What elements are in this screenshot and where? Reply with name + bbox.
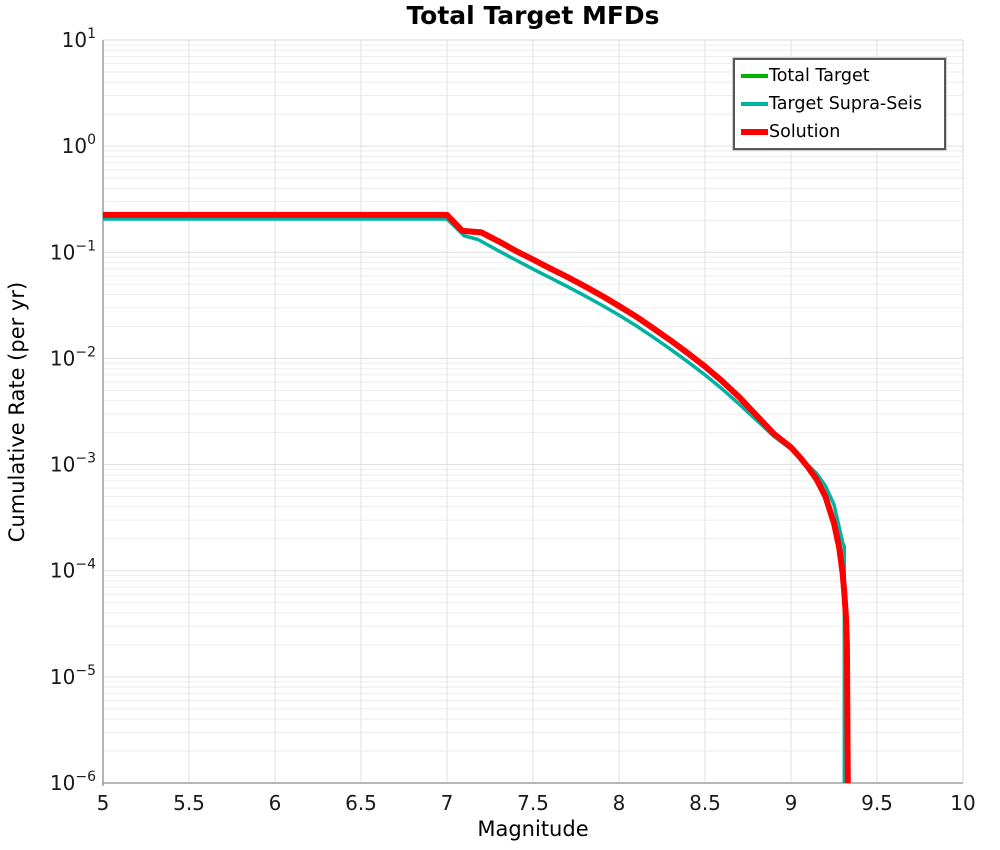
x-tick-label: 5 xyxy=(97,791,110,815)
series-line-target-supra-seis xyxy=(103,217,847,783)
y-axis-label: Cumulative Rate (per yr) xyxy=(5,282,29,542)
series-lines xyxy=(103,211,851,784)
y-tick-label: 10−1 xyxy=(50,238,96,264)
grid-major-lines xyxy=(102,39,964,784)
x-tick-label: 10 xyxy=(950,791,975,815)
x-axis-label: Magnitude xyxy=(477,817,588,841)
x-tick-label: 7 xyxy=(441,791,454,815)
x-tick-label: 9.5 xyxy=(861,791,893,815)
x-tick-label: 5.5 xyxy=(173,791,205,815)
y-tick-labels: 101 100 10−1 10−2 10−3 10−4 10−5 10−6 xyxy=(50,26,96,795)
x-tick-labels: 5 5.5 6 6.5 7 7.5 8 8.5 9 9.5 10 xyxy=(97,791,976,815)
chart-title: Total Target MFDs xyxy=(406,1,659,30)
legend-label: Target Supra-Seis xyxy=(769,94,923,114)
legend-swatch-target-supra-seis xyxy=(741,102,768,106)
y-tick-label: 10−3 xyxy=(50,451,96,477)
legend-item-solution: Solution xyxy=(741,118,939,146)
legend-swatch-solution xyxy=(741,129,768,135)
y-tick-label: 10−4 xyxy=(50,557,96,583)
x-tick-label: 8.5 xyxy=(689,791,721,815)
x-tick-label: 8 xyxy=(613,791,626,815)
y-tick-label: 10−2 xyxy=(50,344,96,370)
legend-label: Solution xyxy=(769,122,841,142)
x-tick-label: 9 xyxy=(785,791,798,815)
legend: Total Target Target Supra-Seis Solution xyxy=(733,58,946,150)
y-tick-label: 10−6 xyxy=(50,769,96,795)
legend-swatch-total-target xyxy=(741,74,768,78)
legend-item-total-target: Total Target xyxy=(741,62,939,90)
x-tick-label: 7.5 xyxy=(517,791,549,815)
axes-spines xyxy=(102,39,964,786)
legend-item-target-supra-seis: Target Supra-Seis xyxy=(741,90,939,118)
series-line-solution xyxy=(103,211,851,784)
y-tick-label: 10−5 xyxy=(50,663,96,689)
x-tick-label: 6 xyxy=(269,791,282,815)
legend-label: Total Target xyxy=(769,66,870,86)
x-tick-label: 6.5 xyxy=(345,791,377,815)
y-tick-label: 101 xyxy=(62,26,96,52)
y-tick-label: 100 xyxy=(62,132,96,158)
